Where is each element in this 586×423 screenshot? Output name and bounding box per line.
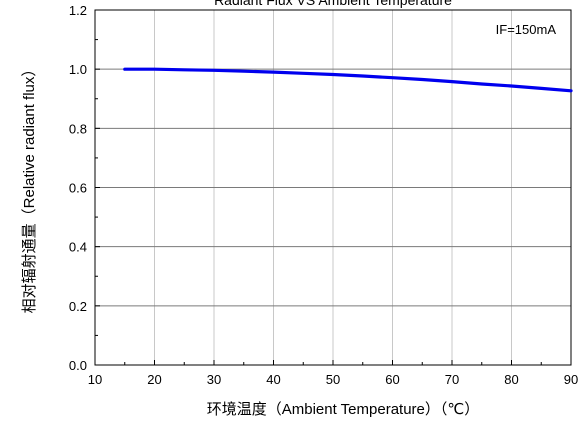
series-line	[123, 67, 573, 93]
series-layer	[123, 67, 573, 93]
x-axis-title: 环境温度（Ambient Temperature）（℃）	[207, 400, 479, 418]
y-tick-label: 0.0	[69, 358, 87, 373]
x-tick-label: 80	[504, 372, 518, 387]
grid-lines	[95, 10, 571, 365]
chart-title: Radiant Flux VS Ambient Temperature	[214, 0, 452, 8]
x-tick-label: 30	[207, 372, 221, 387]
y-tick-label: 0.6	[69, 181, 87, 196]
x-tick-label: 90	[564, 372, 578, 387]
y-tick-label: 0.4	[69, 240, 87, 255]
y-tick-label: 0.2	[69, 299, 87, 314]
y-tick-label: 1.0	[69, 62, 87, 77]
x-tick-label: 50	[326, 372, 340, 387]
tick-labels: 10 20 30 40 50 60 70 80 90 0.0 0.2 0.4 0.6 0.8 1.0 1.2	[69, 3, 578, 387]
x-tick-label: 20	[147, 372, 161, 387]
x-tick-label: 40	[266, 372, 280, 387]
axis-ticks	[94, 9, 572, 366]
x-tick-label: 10	[88, 372, 102, 387]
x-tick-label: 60	[385, 372, 399, 387]
y-tick-label: 0.8	[69, 121, 87, 136]
y-axis-title: 相对辐射通量（Relative radiant flux）	[21, 62, 38, 314]
annotation-if: IF=150mA	[496, 22, 557, 37]
x-tick-label: 70	[445, 372, 459, 387]
y-tick-label: 1.2	[69, 3, 87, 18]
